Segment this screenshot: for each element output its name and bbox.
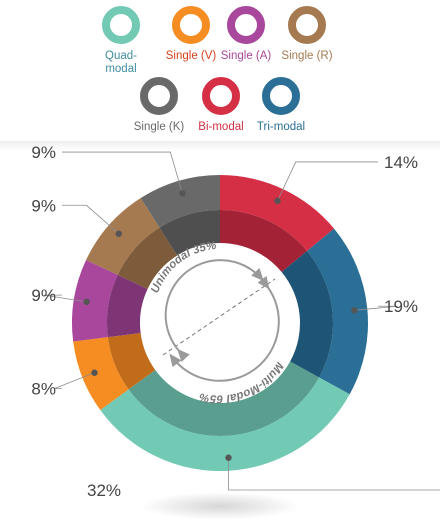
target-icon xyxy=(102,6,140,44)
target-icon xyxy=(227,6,265,44)
target-icon xyxy=(262,77,300,115)
slice-quad-modal[interactable] xyxy=(100,377,350,471)
legend-item-single-a[interactable]: Single (A) xyxy=(211,6,281,63)
inner-annotation: Unimodal 35% Multi-Modal 65% xyxy=(149,240,285,405)
legend-label: Single (K) xyxy=(133,121,185,133)
leader-dot-tri-modal xyxy=(351,307,358,314)
legend-item-tri-modal[interactable]: Tri-modal xyxy=(246,77,316,134)
slice-single-k[interactable] xyxy=(140,175,220,228)
slice-single-v[interactable] xyxy=(73,337,129,410)
leader-line-single-r xyxy=(62,204,119,235)
legend-item-single-v[interactable]: Single (V) xyxy=(156,6,226,63)
leader-dot-bi-modal xyxy=(274,197,281,205)
leader-line-single-k xyxy=(62,151,183,194)
slice-bi-modal[interactable] xyxy=(220,175,335,251)
chart-slices xyxy=(71,175,368,471)
slice-inner-single-k xyxy=(159,210,220,256)
slice-inner-single-a xyxy=(106,274,148,338)
legend-label: Single (V) xyxy=(165,50,217,62)
legend-label: Quad- modal xyxy=(105,50,137,75)
leader-dot-quad-modal xyxy=(225,454,232,461)
leader-line-single-a xyxy=(44,294,87,303)
value-label-quad-modal: 32% xyxy=(87,481,121,500)
value-label-single-r: 9% xyxy=(31,196,56,215)
chart-shadow xyxy=(140,492,300,520)
slice-inner-tri-modal xyxy=(281,250,334,378)
slice-single-r[interactable] xyxy=(86,198,160,275)
unimodal-arc-arrow xyxy=(164,259,264,362)
target-icon xyxy=(172,6,210,44)
leader-line-tri-modal xyxy=(354,305,398,311)
legend-label: Tri-modal xyxy=(256,121,306,133)
value-label-single-a: 9% xyxy=(31,286,56,305)
leader-dot-single-k xyxy=(179,190,186,197)
group-divider-line xyxy=(162,278,276,356)
slice-single-a[interactable] xyxy=(71,259,118,342)
legend-label: Bi-modal xyxy=(198,121,244,133)
slice-inner-single-r xyxy=(117,227,178,289)
legend-item-single-k[interactable]: Single (K) xyxy=(124,77,194,134)
slice-inner-bi-modal xyxy=(220,210,308,273)
target-icon xyxy=(202,77,240,115)
target-icon xyxy=(288,6,326,44)
slice-tri-modal[interactable] xyxy=(307,228,368,395)
legend-label: Single (R) xyxy=(281,50,333,62)
legend-item-bi-modal[interactable]: Bi-modal xyxy=(186,77,256,134)
multimodal-arc-arrow xyxy=(169,275,280,382)
section-divider xyxy=(0,141,440,151)
leader-dot-single-v xyxy=(91,369,98,376)
value-label-single-v: 8% xyxy=(31,380,56,399)
leader-line-bi-modal xyxy=(277,161,378,202)
slice-inner-quad-modal xyxy=(128,361,320,436)
target-icon xyxy=(140,77,178,115)
legend-label: Single (A) xyxy=(220,50,272,62)
leader-dot-single-a xyxy=(83,298,90,306)
slice-inner-single-v xyxy=(107,333,156,390)
value-labels: 14% 19% 32% 8% 9% 9% 9% xyxy=(31,143,418,500)
leader-lines xyxy=(44,151,440,491)
legend-item-single-r[interactable]: Single (R) xyxy=(272,6,342,63)
legend-item-quad-modal[interactable]: Quad- modal xyxy=(86,6,156,76)
leader-dot-single-r xyxy=(115,230,122,237)
value-label-bi-modal: 14% xyxy=(384,153,418,172)
leader-line-single-v xyxy=(54,372,95,389)
leader-line-quad-modal xyxy=(228,457,440,491)
value-label-single-k: 9% xyxy=(31,143,56,162)
value-label-tri-modal: 19% xyxy=(384,297,418,316)
